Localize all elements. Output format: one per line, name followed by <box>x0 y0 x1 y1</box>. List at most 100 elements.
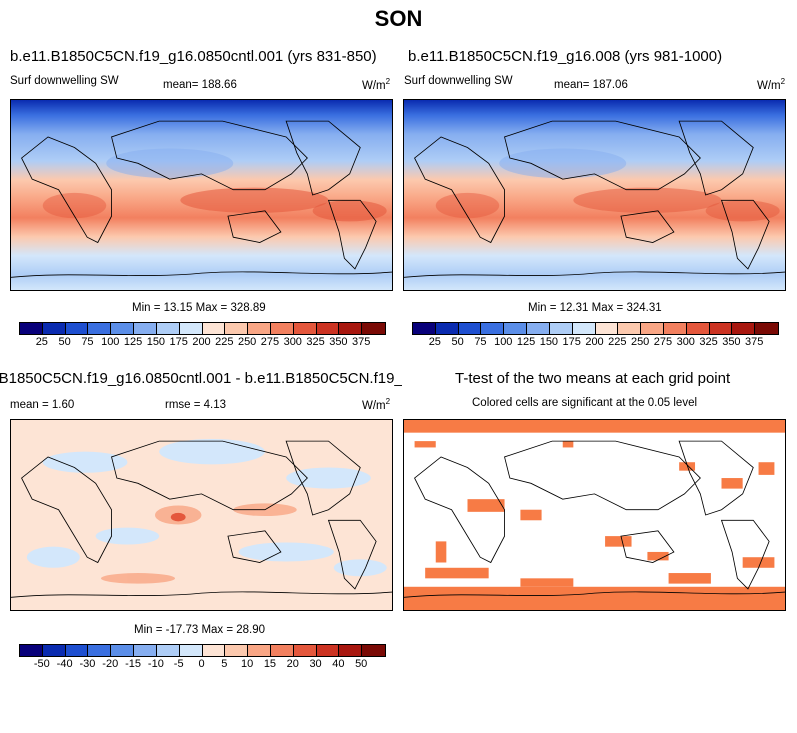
panel1-map-plot <box>11 100 392 290</box>
colorbar-2-swatch <box>504 323 527 334</box>
colorbar-1-swatch <box>248 323 271 334</box>
colorbar-2-swatch <box>755 323 778 334</box>
colorbar-3-tick-label: 5 <box>221 658 227 670</box>
panel2-variable-label: Surf downwelling SW <box>404 75 513 87</box>
colorbar-3-tick-label: -20 <box>102 658 118 670</box>
panel1-variable-label: Surf downwelling SW <box>10 75 119 87</box>
colorbar-2-tick-label: 350 <box>722 336 740 348</box>
panel3-minmax: Min = -17.73 Max = 28.90 <box>134 624 265 636</box>
colorbar-3-tick-label: 0 <box>198 658 204 670</box>
panel2-units: W/m2 <box>757 77 785 92</box>
colorbar-3-swatch <box>111 645 134 656</box>
panel1-mean-label: mean= 188.66 <box>163 79 237 91</box>
colorbar-1-swatch <box>225 323 248 334</box>
colorbar-2-tick-label: 100 <box>494 336 512 348</box>
panel3-rmse-label: rmse = 4.13 <box>165 399 226 411</box>
colorbar-1-swatch <box>317 323 340 334</box>
panel4-title: T-test of the two means at each grid poi… <box>455 370 730 387</box>
colorbar-3-swatch <box>157 645 180 656</box>
panel2-mean-label: mean= 187.06 <box>554 79 628 91</box>
colorbar-2-tick-label: 250 <box>631 336 649 348</box>
colorbar-3-tick-label: -40 <box>57 658 73 670</box>
colorbar-1-tick-label: 50 <box>59 336 71 348</box>
panel2-title: b.e11.B1850C5CN.f19_g16.008 (yrs 981-100… <box>408 48 722 65</box>
panel4-map-plot <box>404 420 785 610</box>
colorbar-3-tick-label: -15 <box>125 658 141 670</box>
colorbar-1-swatch <box>294 323 317 334</box>
colorbar-1-swatch <box>180 323 203 334</box>
colorbar-2-tick-label: 25 <box>429 336 441 348</box>
colorbar-2-tick-label: 175 <box>563 336 581 348</box>
panel3-map-plot <box>11 420 392 610</box>
colorbar-3-swatch <box>134 645 157 656</box>
colorbar-3-tick-label: -50 <box>34 658 50 670</box>
colorbar-1-tick-label: 200 <box>192 336 210 348</box>
colorbar-1-tick-label: 100 <box>101 336 119 348</box>
colorbar-2-tick-label: 200 <box>585 336 603 348</box>
colorbar-1-swatch <box>339 323 362 334</box>
colorbar-3-swatch <box>339 645 362 656</box>
colorbar-1-swatch <box>271 323 294 334</box>
colorbar-3-tick-label: 20 <box>287 658 299 670</box>
colorbar-1-tick-label: 150 <box>147 336 165 348</box>
colorbar-3-swatch <box>271 645 294 656</box>
colorbar-1-tick-label: 25 <box>36 336 48 348</box>
colorbar-2-swatch <box>413 323 436 334</box>
colorbar-1-swatch <box>203 323 226 334</box>
colorbar-2-swatch <box>618 323 641 334</box>
panel1-title: b.e11.B1850C5CN.f19_g16.0850cntl.001 (yr… <box>10 48 377 65</box>
colorbar-2-swatch <box>732 323 755 334</box>
colorbar-2-tick-label: 50 <box>452 336 464 348</box>
colorbar-2-swatch <box>573 323 596 334</box>
panel1-units: W/m2 <box>362 77 390 92</box>
colorbar-3-swatch <box>362 645 385 656</box>
colorbar-3-swatch <box>43 645 66 656</box>
panel3-mean-label: mean = 1.60 <box>10 399 74 411</box>
colorbar-3-swatch <box>317 645 340 656</box>
colorbar-3-swatch <box>248 645 271 656</box>
colorbar-3-tick-label: -30 <box>79 658 95 670</box>
colorbar-1-ticks: 25 50 75 100 125 150 175 200 225 250 275 300 325 350 3… <box>19 336 384 350</box>
colorbar-3-tick-label: 15 <box>264 658 276 670</box>
colorbar-3-tick-label: -10 <box>148 658 164 670</box>
colorbar-2-tick-label: 375 <box>745 336 763 348</box>
colorbar-1-swatch <box>66 323 89 334</box>
panel2-minmax: Min = 12.31 Max = 324.31 <box>528 302 662 314</box>
colorbar-1-tick-label: 375 <box>352 336 370 348</box>
colorbar-1-tick-label: 325 <box>306 336 324 348</box>
colorbar-3-swatch <box>203 645 226 656</box>
colorbar-2 <box>412 322 779 335</box>
colorbar-1-tick-label: 300 <box>284 336 302 348</box>
colorbar-3-swatch <box>88 645 111 656</box>
colorbar-1-swatch <box>111 323 134 334</box>
colorbar-3-tick-label: -5 <box>174 658 184 670</box>
panel4-subtitle: Colored cells are significant at the 0.0… <box>472 397 697 409</box>
panel3-title-clip: b.e11.B1850C5CN.f19_g16.0850cntl.001 - b… <box>0 370 402 390</box>
colorbar-2-swatch <box>687 323 710 334</box>
colorbar-2-swatch <box>481 323 504 334</box>
panel3-title: b.e11.B1850C5CN.f19_g16.0850cntl.001 - b… <box>0 370 402 387</box>
colorbar-2-swatch <box>550 323 573 334</box>
colorbar-3-swatch <box>225 645 248 656</box>
colorbar-2-swatch <box>436 323 459 334</box>
panel1-minmax: Min = 13.15 Max = 328.89 <box>132 302 266 314</box>
colorbar-2-tick-label: 225 <box>608 336 626 348</box>
colorbar-2-swatch <box>641 323 664 334</box>
colorbar-2-tick-label: 75 <box>474 336 486 348</box>
colorbar-1-tick-label: 175 <box>170 336 188 348</box>
colorbar-3-swatch <box>294 645 317 656</box>
colorbar-1-tick-label: 75 <box>81 336 93 348</box>
colorbar-2-swatch <box>459 323 482 334</box>
colorbar-1-tick-label: 250 <box>238 336 256 348</box>
main-title: SON <box>0 6 797 32</box>
colorbar-1-tick-label: 350 <box>329 336 347 348</box>
colorbar-2-tick-label: 275 <box>654 336 672 348</box>
panel2-map-plot <box>404 100 785 290</box>
colorbar-1-swatch <box>43 323 66 334</box>
colorbar-2-swatch <box>664 323 687 334</box>
colorbar-3-swatch <box>66 645 89 656</box>
colorbar-1-swatch <box>20 323 43 334</box>
colorbar-2-swatch <box>527 323 550 334</box>
panel3-units: W/m2 <box>362 397 390 412</box>
colorbar-3-tick-label: 30 <box>309 658 321 670</box>
